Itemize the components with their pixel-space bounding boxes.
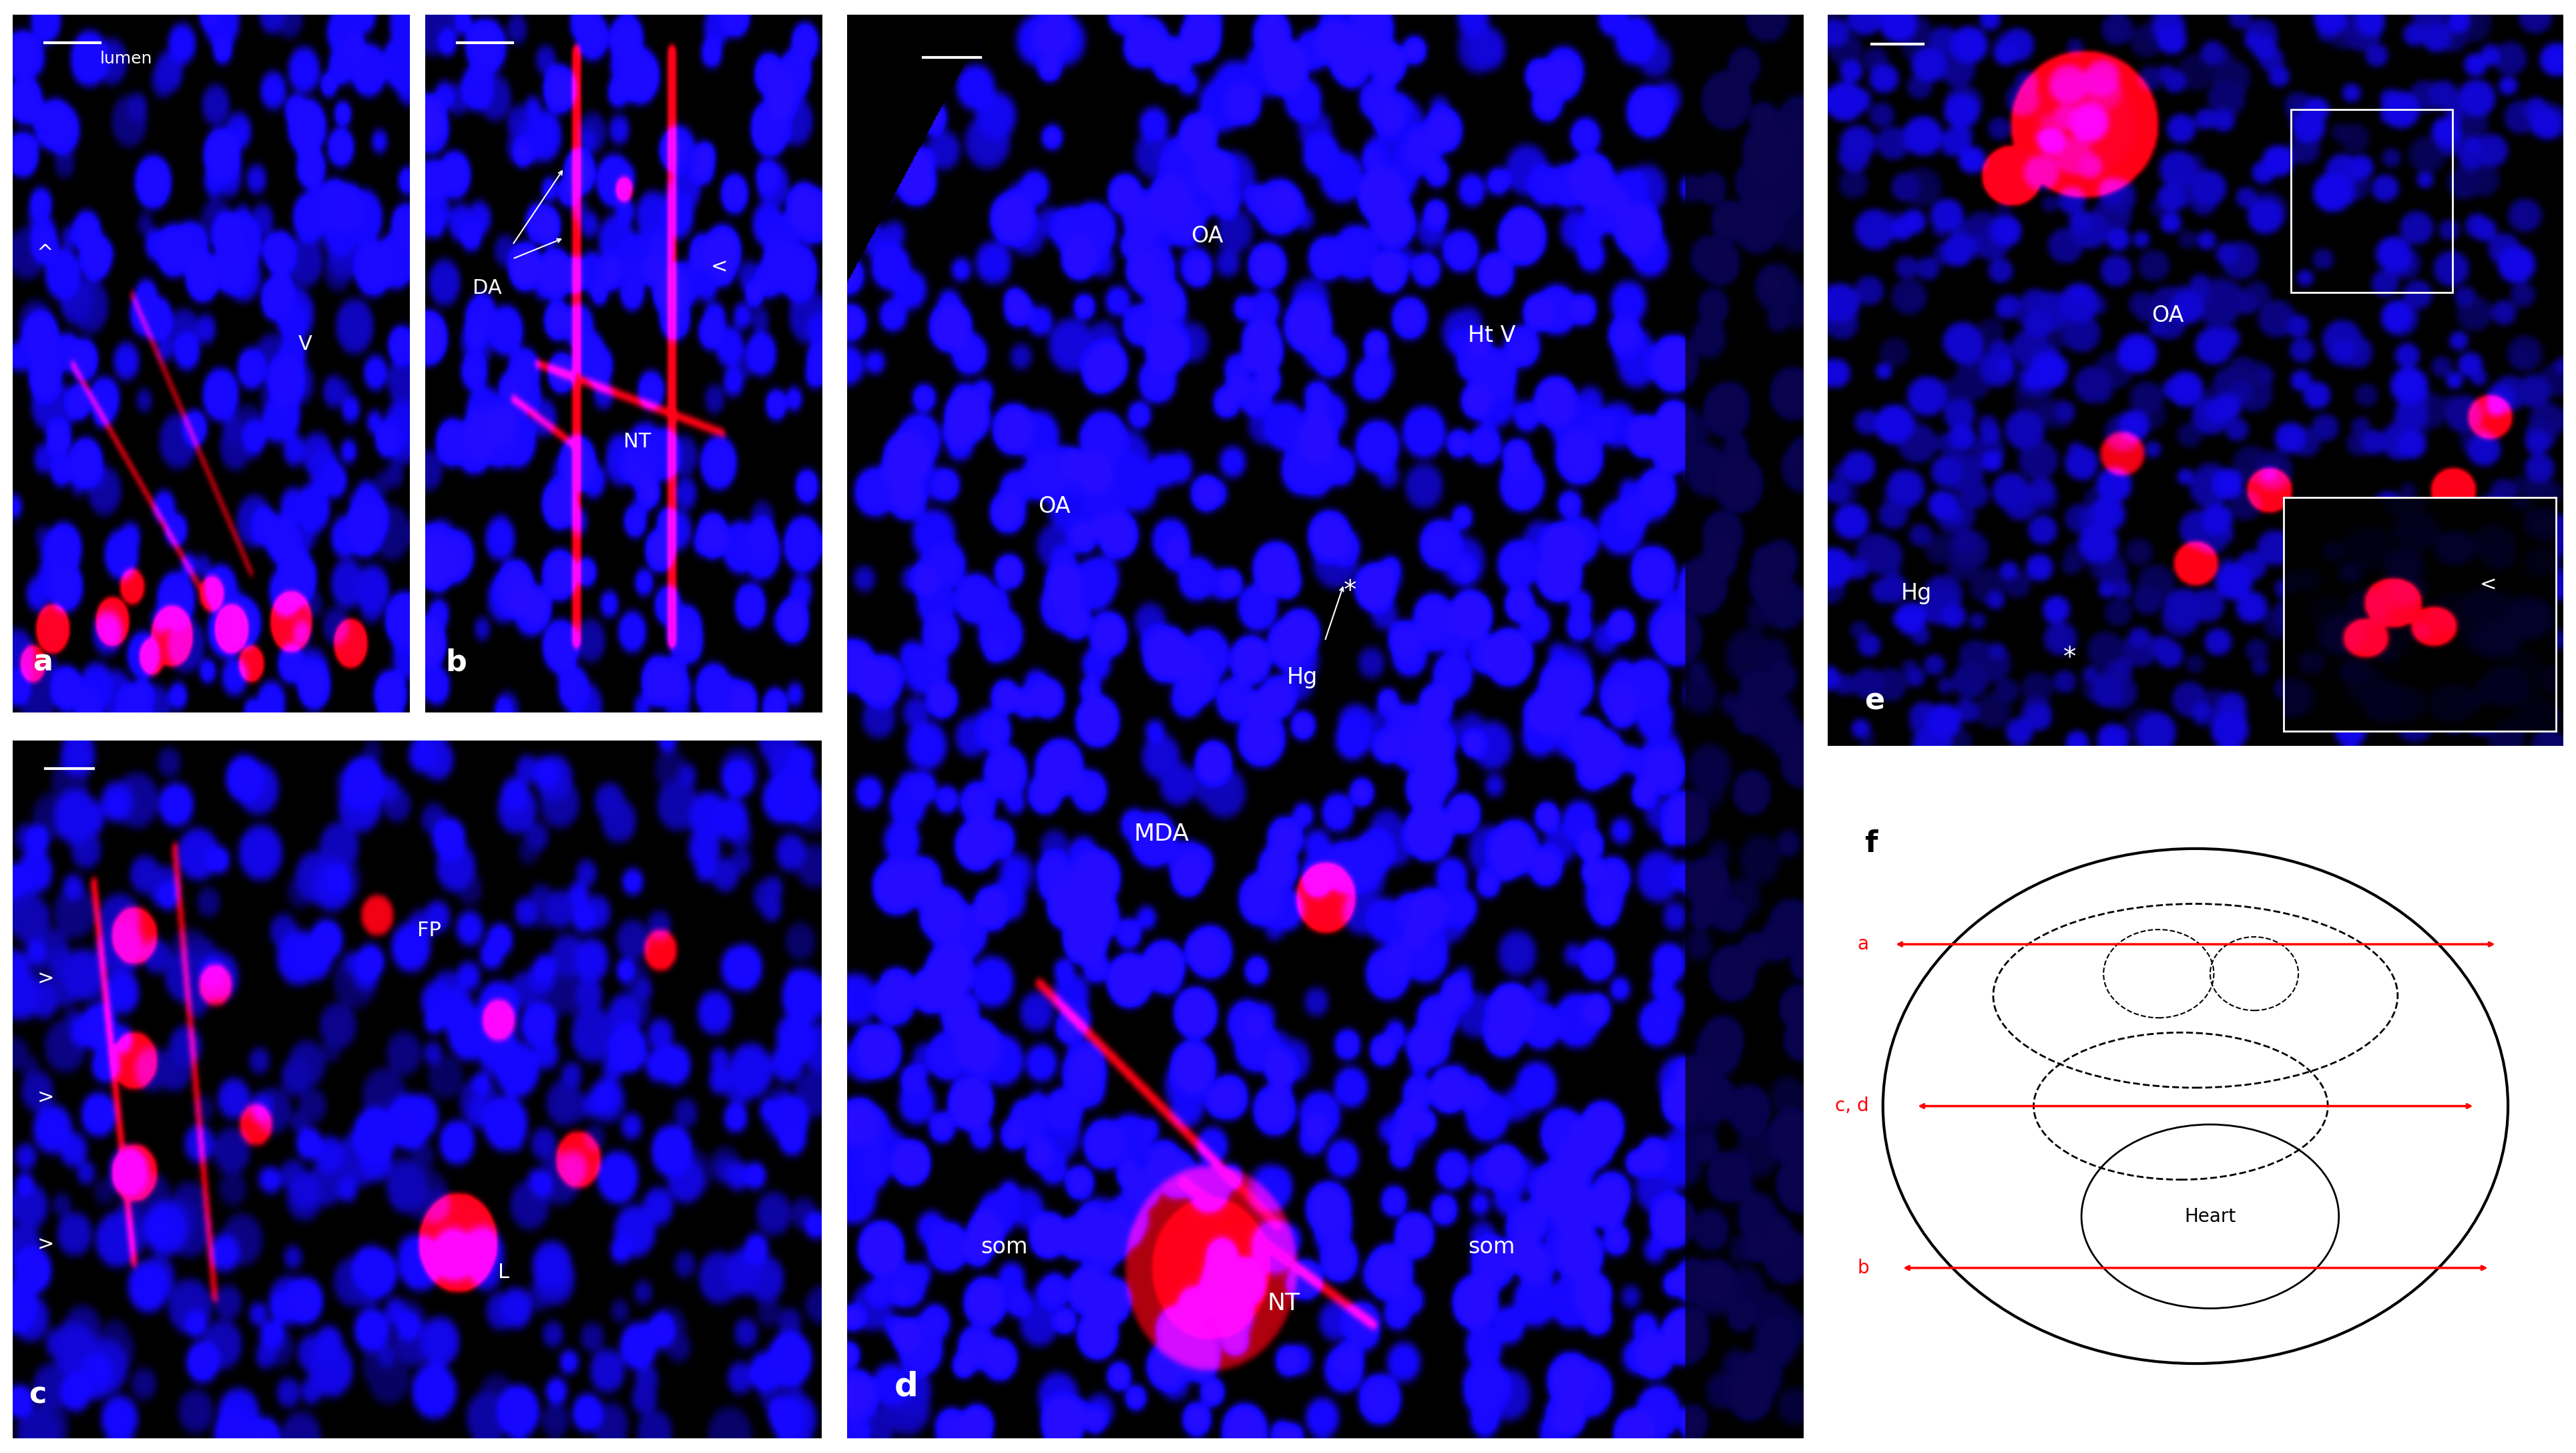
- Text: b: b: [1857, 1258, 1870, 1277]
- Text: a: a: [1857, 934, 1868, 953]
- Text: >: >: [36, 1235, 54, 1254]
- Text: MDA: MDA: [1133, 822, 1190, 846]
- Text: c, d: c, d: [1834, 1097, 1870, 1116]
- Bar: [2290, 109, 2452, 292]
- Text: f: f: [1865, 830, 1878, 859]
- Text: NT: NT: [1267, 1292, 1301, 1315]
- Text: OA: OA: [1038, 495, 1072, 517]
- Text: Hg: Hg: [1285, 667, 1316, 689]
- Text: NT: NT: [623, 432, 652, 452]
- Text: som: som: [981, 1237, 1028, 1258]
- Text: Hg: Hg: [1901, 583, 1932, 604]
- Text: d: d: [894, 1370, 920, 1402]
- Text: L: L: [497, 1263, 510, 1282]
- Text: ^: ^: [36, 244, 54, 263]
- Text: b: b: [446, 648, 466, 677]
- Text: <: <: [711, 257, 729, 278]
- Text: DA: DA: [474, 279, 502, 298]
- Text: e: e: [1865, 686, 1886, 715]
- Text: a: a: [33, 648, 52, 677]
- Text: lumen: lumen: [100, 51, 152, 67]
- Text: Heart: Heart: [2184, 1207, 2236, 1226]
- Text: som: som: [1468, 1237, 1515, 1258]
- Text: >: >: [36, 1088, 54, 1107]
- Text: FP: FP: [417, 921, 440, 940]
- Text: OA: OA: [1190, 225, 1224, 247]
- Text: *: *: [1345, 578, 1358, 603]
- Text: c: c: [28, 1380, 46, 1409]
- Text: V: V: [299, 334, 312, 353]
- Text: *: *: [2063, 645, 2076, 671]
- Text: >: >: [36, 969, 54, 989]
- Text: Ht V: Ht V: [1468, 324, 1515, 347]
- Text: OA: OA: [2151, 304, 2184, 327]
